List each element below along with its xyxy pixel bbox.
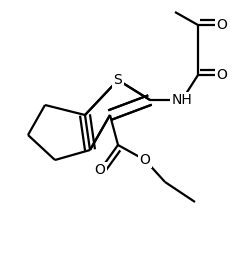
Text: NH: NH — [172, 93, 192, 107]
Text: S: S — [114, 73, 122, 87]
Text: O: O — [140, 153, 150, 167]
Text: O: O — [217, 68, 227, 82]
Text: O: O — [217, 18, 227, 32]
Text: O: O — [94, 163, 106, 177]
